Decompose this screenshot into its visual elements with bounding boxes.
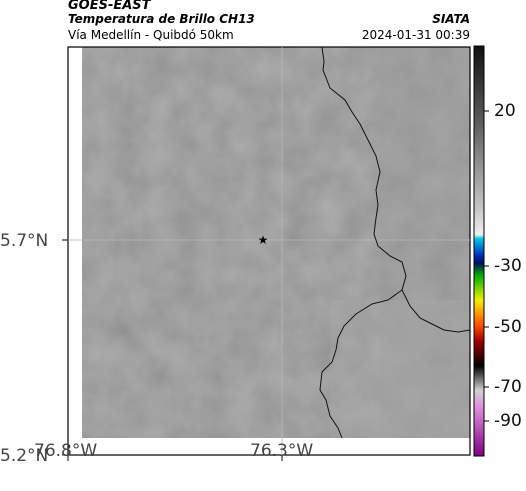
satellite-image <box>82 47 470 438</box>
lon-tick-label: 76.8°W <box>34 441 98 461</box>
satellite-title: GOES-EAST <box>68 0 151 13</box>
colorbar-label: -70 <box>494 377 522 397</box>
agency-label: SIATA <box>432 12 470 26</box>
boundary-lines <box>319 47 470 438</box>
plot-frame <box>67 46 471 456</box>
lat-tick-label: 5.7°N <box>0 231 49 251</box>
lat-tick-label: 5.2°N <box>0 446 49 466</box>
colorbar-label: -90 <box>494 411 522 431</box>
timestamp-label: 2024-01-31 00:39 <box>361 28 470 42</box>
star-icon: ★ <box>258 233 269 247</box>
region-label: Vía Medellín - Quibdó 50km <box>68 28 234 42</box>
product-title: Temperatura de Brillo CH13 <box>68 12 255 26</box>
colorbar <box>473 45 485 457</box>
colorbar-label: -30 <box>494 256 522 276</box>
lon-tick-label: 76.3°W <box>250 441 314 461</box>
colorbar-label: 20 <box>494 101 516 121</box>
colorbar-label: -50 <box>494 317 522 337</box>
colorbar-ticks <box>484 110 489 422</box>
